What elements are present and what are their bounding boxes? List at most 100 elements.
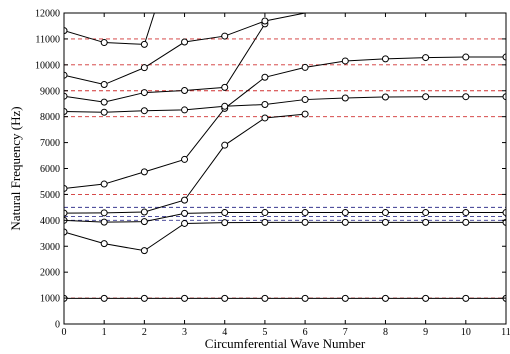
series-5-point-2 <box>100 180 108 188</box>
series-4-point-6 <box>261 114 269 122</box>
series-7-point-1 <box>64 92 68 100</box>
series-5-point-12 <box>502 53 506 61</box>
series-2-point-2 <box>100 240 108 248</box>
series-2-point-8 <box>341 218 349 226</box>
y-axis-label: Natural Frequency (Hz) <box>8 106 23 230</box>
series-6-point-7 <box>301 96 309 104</box>
series-3-point-8 <box>341 209 349 217</box>
series-2-point-1 <box>64 228 68 236</box>
series-2-point-9 <box>381 218 389 226</box>
series-5-line <box>64 56 506 189</box>
series-1-point-6 <box>261 294 269 302</box>
series-8-point-6 <box>261 17 269 25</box>
y-tick-label-5: 5000 <box>40 190 60 201</box>
series-6-point-11 <box>462 93 470 101</box>
series-1-point-5 <box>221 294 229 302</box>
series-8-point-1 <box>64 71 68 79</box>
series-6-point-9 <box>381 93 389 101</box>
series-3-point-3 <box>140 218 148 226</box>
x-tick-label-6: 6 <box>303 327 308 338</box>
series-7 <box>64 20 269 106</box>
series-4-point-2 <box>100 209 108 217</box>
series-5 <box>64 53 506 192</box>
y-tick-label-0: 0 <box>55 320 60 331</box>
series-1-point-4 <box>181 294 189 302</box>
y-tick-label-7: 7000 <box>40 138 60 149</box>
y-tick-label-4: 4000 <box>40 216 60 227</box>
series-5-point-4 <box>181 155 189 163</box>
series-9 <box>64 13 155 48</box>
series-7-point-3 <box>140 89 148 97</box>
series-6-point-8 <box>341 94 349 102</box>
series-2-point-12 <box>502 218 506 226</box>
x-tick-label-5: 5 <box>262 327 267 338</box>
x-tick-label-2: 2 <box>142 327 147 338</box>
series-6-point-4 <box>181 106 189 114</box>
y-tick-label-11: 11000 <box>35 34 60 45</box>
series-2 <box>64 218 506 255</box>
y-tick-label-2: 2000 <box>40 268 60 279</box>
series-5-point-6 <box>261 73 269 81</box>
series-1-point-7 <box>301 294 309 302</box>
series-5-point-1 <box>64 184 68 192</box>
axis-ticks: 0 1 2 3 4 5 6 7 8 9 10 11 0 1000 2000 3000 4000 5000 6000 7… <box>35 9 510 339</box>
series-1-point-10 <box>422 294 430 302</box>
y-tick-label-6: 6000 <box>40 164 60 175</box>
series-2-point-3 <box>140 247 148 255</box>
series-5-point-11 <box>462 53 470 61</box>
series-8-point-4 <box>181 38 189 46</box>
series-9-point-3 <box>140 40 148 48</box>
series-5-point-8 <box>341 57 349 65</box>
series-7-point-2 <box>100 98 108 106</box>
series-6-line <box>64 96 506 113</box>
y-tick-label-12: 12000 <box>35 9 60 20</box>
series-4-point-7 <box>301 110 309 118</box>
series-3-point-10 <box>422 209 430 217</box>
series-5-point-3 <box>140 168 148 176</box>
series-1 <box>64 294 506 302</box>
series-6-point-12 <box>502 93 506 101</box>
series-1-point-9 <box>381 294 389 302</box>
series-7-line <box>64 23 266 103</box>
x-axis-label: Circumferential Wave Number <box>205 336 366 351</box>
series-9-point-2 <box>100 39 108 47</box>
x-tick-label-1: 1 <box>102 327 107 338</box>
series-2-point-11 <box>462 218 470 226</box>
series-layer <box>64 13 506 302</box>
series-4-point-5 <box>221 141 229 149</box>
series-7-point-4 <box>181 86 189 94</box>
series-2-line <box>64 221 506 252</box>
series-6-point-2 <box>100 108 108 116</box>
series-6-point-10 <box>422 93 430 101</box>
series-3-point-4 <box>181 209 189 217</box>
x-tick-label-4: 4 <box>222 327 227 338</box>
series-5-point-10 <box>422 54 430 62</box>
series-3 <box>64 209 506 226</box>
series-1-point-8 <box>341 294 349 302</box>
series-3-point-2 <box>100 218 108 226</box>
y-tick-label-1: 1000 <box>40 294 60 305</box>
series-3-point-6 <box>261 209 269 217</box>
x-tick-label-11: 11 <box>501 327 510 338</box>
series-8-point-5 <box>221 32 229 40</box>
series-6-point-6 <box>261 100 269 108</box>
x-tick-label-8: 8 <box>383 327 388 338</box>
series-3-point-9 <box>381 209 389 217</box>
series-2-point-7 <box>301 218 309 226</box>
series-6-point-5 <box>221 102 229 110</box>
x-tick-label-9: 9 <box>423 327 428 338</box>
series-2-point-5 <box>221 219 229 227</box>
series-8 <box>64 13 306 89</box>
y-tick-label-8: 8000 <box>40 112 60 123</box>
y-tick-label-3: 3000 <box>40 242 60 253</box>
series-5-point-7 <box>301 63 309 71</box>
series-8-line <box>64 13 306 86</box>
series-1-point-3 <box>140 294 148 302</box>
plot-frame <box>63 12 507 325</box>
reference-lines <box>64 38 506 299</box>
series-4-point-4 <box>181 196 189 204</box>
series-2-point-4 <box>181 219 189 227</box>
series-3-line <box>64 212 506 223</box>
x-tick-label-3: 3 <box>182 327 187 338</box>
